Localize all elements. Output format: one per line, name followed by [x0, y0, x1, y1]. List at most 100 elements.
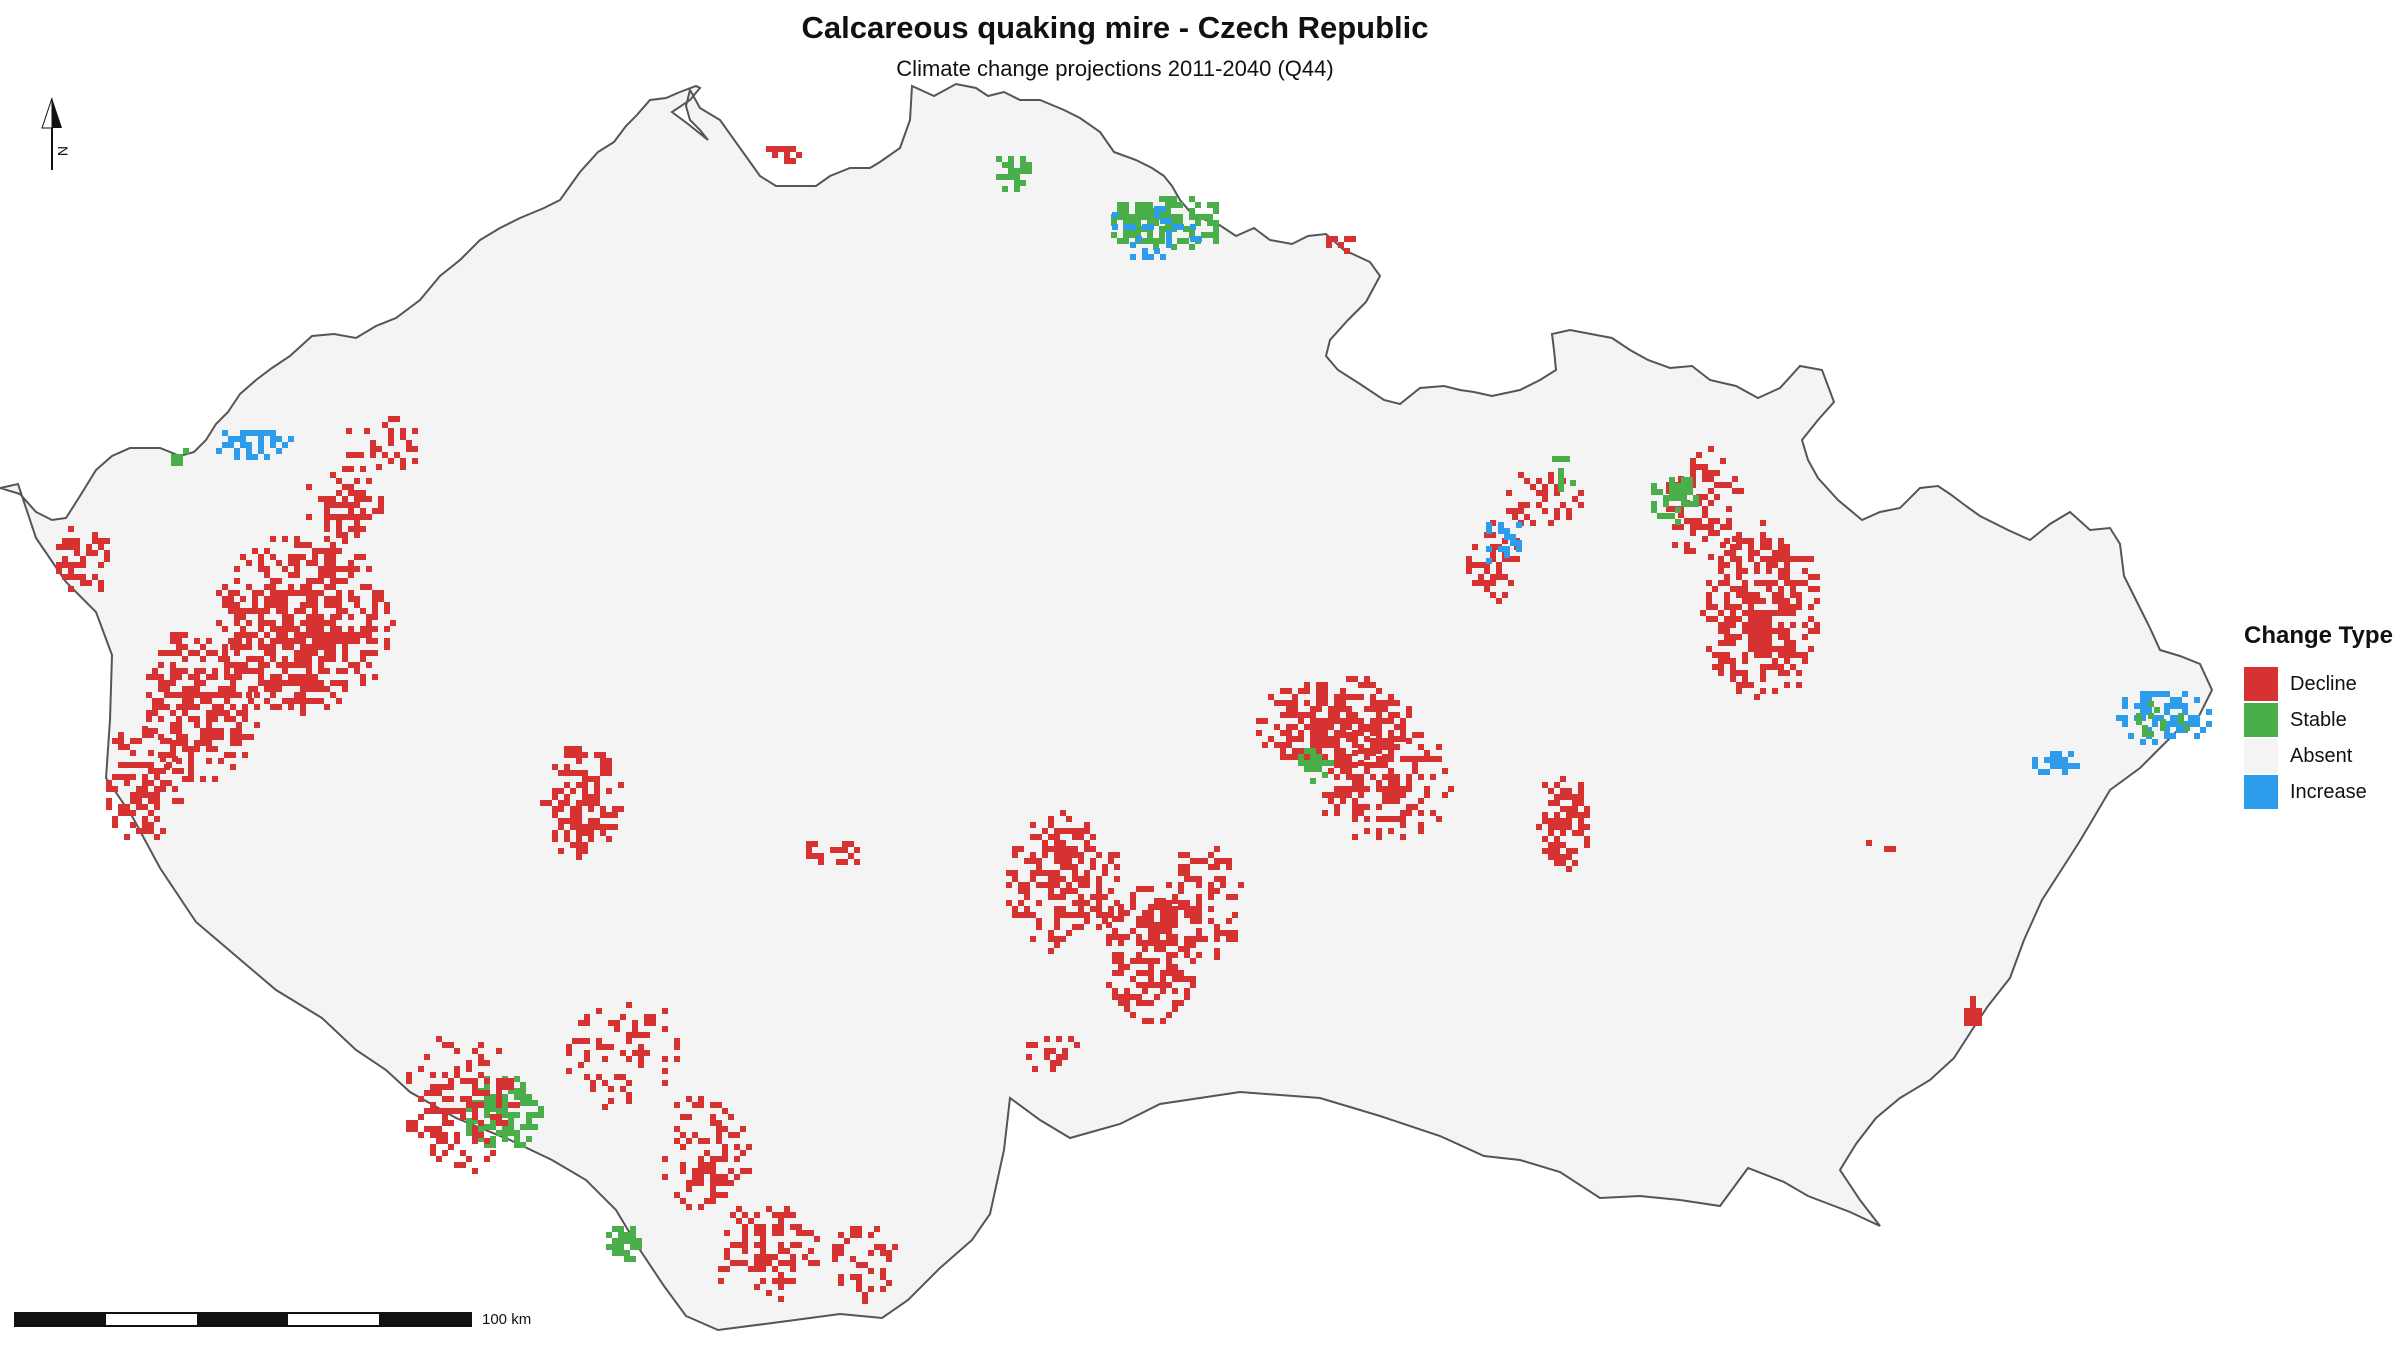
habitat-cell: [264, 602, 270, 608]
habitat-cell: [1742, 670, 1748, 676]
habitat-cell: [638, 1050, 644, 1056]
habitat-cell: [348, 596, 354, 602]
habitat-cell: [294, 632, 300, 638]
habitat-cell: [1560, 794, 1566, 800]
habitat-cell: [1050, 1066, 1056, 1072]
habitat-cell: [1376, 834, 1382, 840]
habitat-cell: [1286, 724, 1292, 730]
habitat-cell: [412, 1120, 418, 1126]
habitat-cell: [360, 626, 366, 632]
habitat-cell: [1554, 794, 1560, 800]
habitat-cell: [1802, 568, 1808, 574]
habitat-cell: [342, 686, 348, 692]
habitat-cell: [1129, 214, 1135, 220]
habitat-cell: [1730, 634, 1736, 640]
habitat-cell: [348, 614, 354, 620]
habitat-cell: [466, 1124, 472, 1130]
habitat-cell: [1486, 522, 1492, 528]
habitat-cell: [1054, 834, 1060, 840]
habitat-cell: [1376, 748, 1382, 754]
habitat-cell: [1436, 744, 1442, 750]
habitat-cell: [484, 1060, 490, 1066]
habitat-cell: [1712, 604, 1718, 610]
habitat-cell: [1490, 580, 1496, 586]
habitat-cell: [1147, 214, 1153, 220]
habitat-cell: [796, 1224, 802, 1230]
habitat-cell: [584, 1014, 590, 1020]
habitat-cell: [1754, 568, 1760, 574]
habitat-cell: [1026, 1042, 1032, 1048]
habitat-cell: [1316, 730, 1322, 736]
habitat-cell: [754, 1224, 760, 1230]
habitat-cell: [68, 526, 74, 532]
habitat-cell: [282, 442, 288, 448]
habitat-cell: [230, 764, 236, 770]
habitat-cell: [154, 834, 160, 840]
habitat-cell: [716, 1102, 722, 1108]
habitat-cell: [194, 722, 200, 728]
habitat-cell: [1364, 816, 1370, 822]
habitat-cell: [1364, 726, 1370, 732]
habitat-cell: [1364, 768, 1370, 774]
habitat-cell: [662, 1068, 668, 1074]
habitat-cell: [1720, 482, 1726, 488]
habitat-cell: [1796, 682, 1802, 688]
habitat-cell: [1298, 736, 1304, 742]
habitat-cell: [182, 710, 188, 716]
habitat-cell: [466, 1156, 472, 1162]
habitat-cell: [206, 740, 212, 746]
habitat-cell: [206, 734, 212, 740]
habitat-cell: [324, 656, 330, 662]
habitat-cell: [336, 478, 342, 484]
habitat-cell: [300, 590, 306, 596]
habitat-cell: [778, 1278, 784, 1284]
habitat-cell: [1724, 628, 1730, 634]
habitat-cell: [996, 156, 1002, 162]
habitat-cell: [760, 1278, 766, 1284]
habitat-cell: [1502, 574, 1508, 580]
habitat-cell: [188, 650, 194, 656]
habitat-cell: [1118, 910, 1124, 916]
habitat-cell: [1706, 604, 1712, 610]
habitat-cell: [1376, 828, 1382, 834]
habitat-cell: [264, 644, 270, 650]
habitat-cell: [1166, 928, 1172, 934]
habitat-cell: [1135, 232, 1141, 238]
habitat-cell: [1708, 488, 1714, 494]
habitat-cell: [856, 1274, 862, 1280]
habitat-cell: [742, 1236, 748, 1242]
habitat-cell: [1190, 876, 1196, 882]
habitat-cell: [442, 1042, 448, 1048]
habitat-cell: [686, 1114, 692, 1120]
habitat-cell: [1364, 786, 1370, 792]
habitat-cell: [200, 728, 206, 734]
habitat-cell: [1542, 508, 1548, 514]
habitat-cell: [674, 1044, 680, 1050]
habitat-cell: [318, 662, 324, 668]
habitat-cell: [354, 532, 360, 538]
habitat-cell: [778, 146, 784, 152]
habitat-cell: [1690, 458, 1696, 464]
habitat-cell: [832, 1244, 838, 1250]
habitat-cell: [832, 1250, 838, 1256]
habitat-cell: [478, 1132, 484, 1138]
habitat-cell: [1148, 982, 1154, 988]
habitat-cell: [1388, 738, 1394, 744]
habitat-cell: [2148, 701, 2154, 707]
habitat-cell: [1663, 501, 1669, 507]
habitat-cell: [436, 1036, 442, 1042]
habitat-cell: [1130, 892, 1136, 898]
habitat-cell: [1382, 762, 1388, 768]
habitat-cell: [1706, 598, 1712, 604]
habitat-cell: [1388, 768, 1394, 774]
habitat-cell: [600, 806, 606, 812]
habitat-cell: [2146, 709, 2152, 715]
habitat-cell: [318, 632, 324, 638]
habitat-cell: [1310, 766, 1316, 772]
habitat-cell: [1136, 922, 1142, 928]
habitat-cell: [730, 1242, 736, 1248]
habitat-cell: [766, 1254, 772, 1260]
habitat-cell: [282, 656, 288, 662]
habitat-cell: [1147, 202, 1153, 208]
habitat-cell: [602, 1044, 608, 1050]
